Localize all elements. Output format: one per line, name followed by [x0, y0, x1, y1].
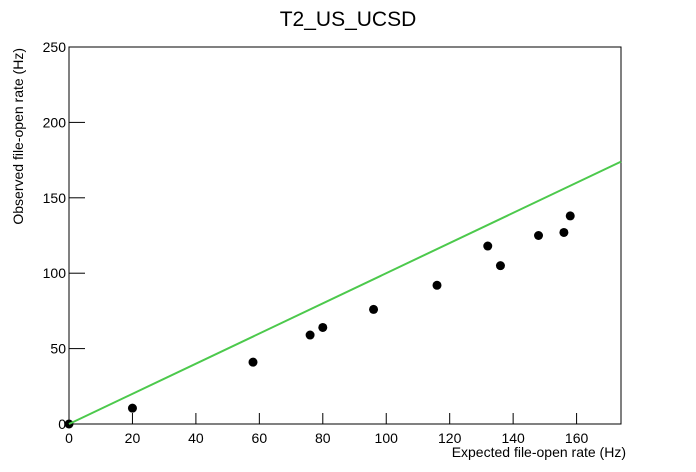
y-axis-label: Observed file-open rate (Hz)	[10, 48, 26, 225]
data-point	[534, 231, 544, 240]
x-tick-label: 0	[65, 430, 73, 446]
x-tick-label: 100	[375, 430, 399, 446]
data-point	[369, 304, 379, 314]
data-point	[248, 357, 258, 367]
data-point	[318, 322, 328, 332]
data-point	[305, 330, 315, 340]
x-tick-label: 160	[565, 430, 589, 446]
data-point	[565, 211, 575, 221]
x-tick-label: 120	[438, 430, 462, 446]
data-point	[559, 227, 569, 237]
data-point	[483, 241, 493, 251]
plot-frame	[68, 46, 622, 425]
x-axis-label: Expected file-open rate (Hz)	[452, 444, 626, 460]
y-tick-label: 100	[43, 265, 67, 281]
y-tick-label: 250	[43, 39, 67, 55]
y-tick-label: 50	[50, 341, 66, 357]
y-tick-label: 150	[43, 190, 67, 206]
y-tick-label: 200	[43, 114, 67, 130]
chart-title: T2_US_UCSD	[280, 8, 417, 31]
y-tick-label: 0	[58, 416, 66, 432]
x-tick-label: 20	[125, 430, 141, 446]
x-tick-label: 40	[188, 430, 204, 446]
data-point	[127, 403, 137, 413]
x-tick-label: 140	[501, 430, 525, 446]
data-point	[495, 261, 505, 271]
data-point	[432, 280, 442, 290]
x-tick-label: 60	[252, 430, 268, 446]
x-tick-label: 80	[315, 430, 331, 446]
fit-line	[68, 160, 622, 425]
